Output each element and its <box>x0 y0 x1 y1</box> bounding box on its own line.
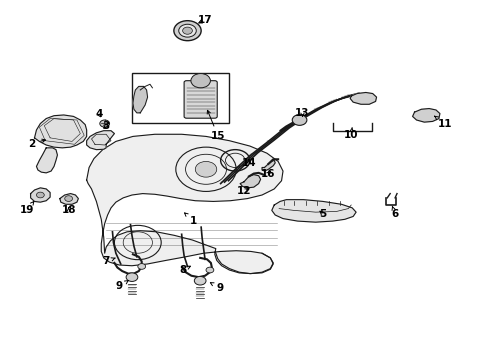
Circle shape <box>126 273 138 282</box>
Text: 6: 6 <box>392 206 399 219</box>
Polygon shape <box>272 200 356 222</box>
Circle shape <box>100 120 110 127</box>
Polygon shape <box>30 188 50 202</box>
Text: 5: 5 <box>319 209 326 219</box>
Circle shape <box>36 192 44 198</box>
Text: 7: 7 <box>102 256 115 266</box>
Polygon shape <box>413 109 440 122</box>
Text: 19: 19 <box>20 202 34 215</box>
Polygon shape <box>133 86 147 113</box>
Text: 12: 12 <box>237 186 251 197</box>
Text: 16: 16 <box>261 168 276 179</box>
Circle shape <box>191 73 210 88</box>
Text: 13: 13 <box>295 108 310 118</box>
Circle shape <box>183 27 193 34</box>
Text: 1: 1 <box>185 213 197 226</box>
Circle shape <box>138 264 146 269</box>
Polygon shape <box>34 115 87 148</box>
Text: 4: 4 <box>95 109 102 119</box>
Circle shape <box>292 114 307 125</box>
Text: 9: 9 <box>210 283 223 293</box>
Circle shape <box>206 267 214 273</box>
Polygon shape <box>87 131 115 150</box>
Text: 11: 11 <box>435 116 452 129</box>
Polygon shape <box>350 93 376 104</box>
Text: 18: 18 <box>61 205 76 215</box>
Polygon shape <box>240 175 261 188</box>
Circle shape <box>174 21 201 41</box>
Polygon shape <box>60 194 78 204</box>
Text: 17: 17 <box>198 15 212 25</box>
Circle shape <box>196 161 217 177</box>
Text: 8: 8 <box>179 265 191 275</box>
Text: 14: 14 <box>242 158 256 168</box>
Polygon shape <box>87 134 283 274</box>
Text: 2: 2 <box>28 139 46 149</box>
Bar <box>132 73 229 123</box>
Circle shape <box>195 276 206 285</box>
Text: 9: 9 <box>116 280 128 292</box>
Text: 3: 3 <box>102 121 110 131</box>
Polygon shape <box>262 160 275 171</box>
Circle shape <box>179 24 196 37</box>
Circle shape <box>65 196 73 202</box>
Text: 10: 10 <box>344 127 359 140</box>
Text: 15: 15 <box>207 111 225 141</box>
FancyBboxPatch shape <box>184 81 217 118</box>
Polygon shape <box>36 148 57 173</box>
